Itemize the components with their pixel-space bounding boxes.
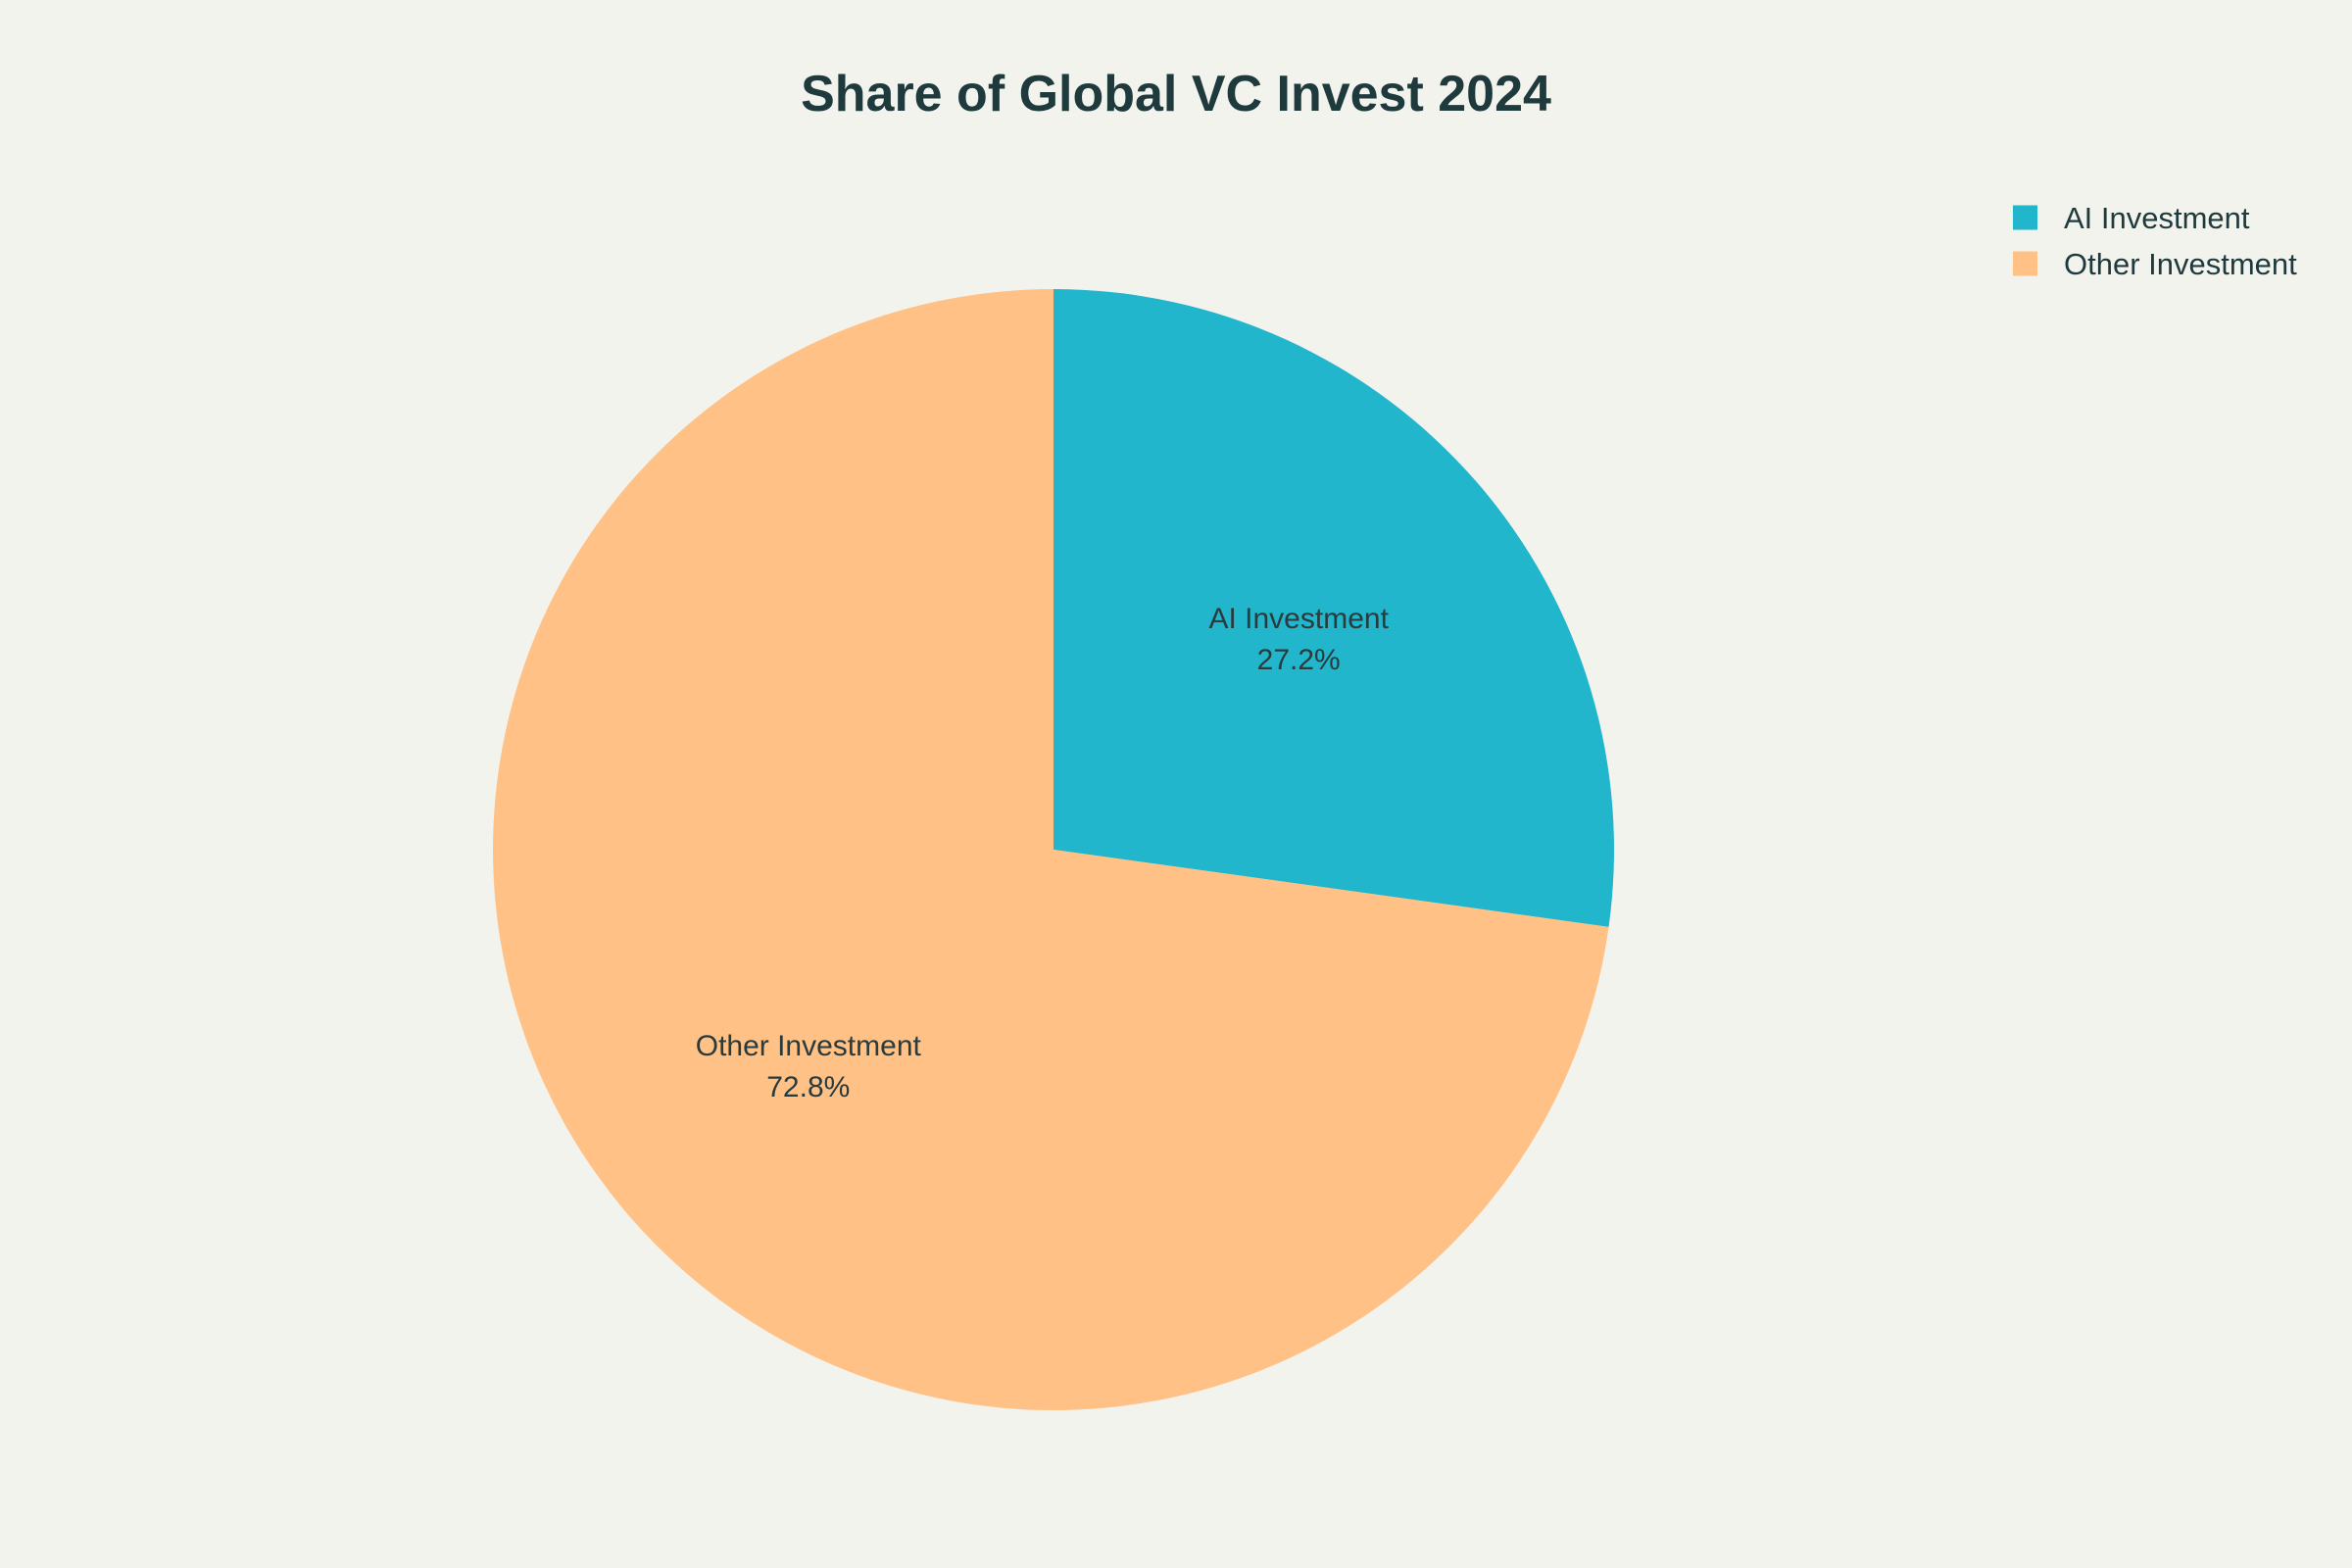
- legend-swatch: [2013, 251, 2037, 276]
- chart-title: Share of Global VC Invest 2024: [801, 66, 1551, 122]
- legend[interactable]: AI Investment Other Investment: [2013, 201, 2297, 281]
- legend-label: AI Investment: [2064, 201, 2250, 235]
- legend-label: Other Investment: [2064, 247, 2297, 281]
- pie-slice-other-investment[interactable]: [492, 289, 1609, 1410]
- pie-slice-ai-investment[interactable]: [1054, 289, 1614, 927]
- legend-item-ai-investment[interactable]: AI Investment: [2013, 201, 2250, 235]
- slice-label-percent: 27.2%: [1257, 644, 1341, 676]
- legend-swatch: [2013, 205, 2037, 230]
- slice-labels: AI Investment 27.2% Other Investment 72.8%: [696, 603, 1390, 1103]
- slice-label-name: Other Investment: [696, 1030, 922, 1062]
- slice-label-percent: 72.8%: [766, 1071, 850, 1103]
- pie-slices: [492, 289, 1614, 1410]
- slice-label-name: AI Investment: [1208, 603, 1389, 635]
- legend-item-other-investment[interactable]: Other Investment: [2013, 247, 2297, 281]
